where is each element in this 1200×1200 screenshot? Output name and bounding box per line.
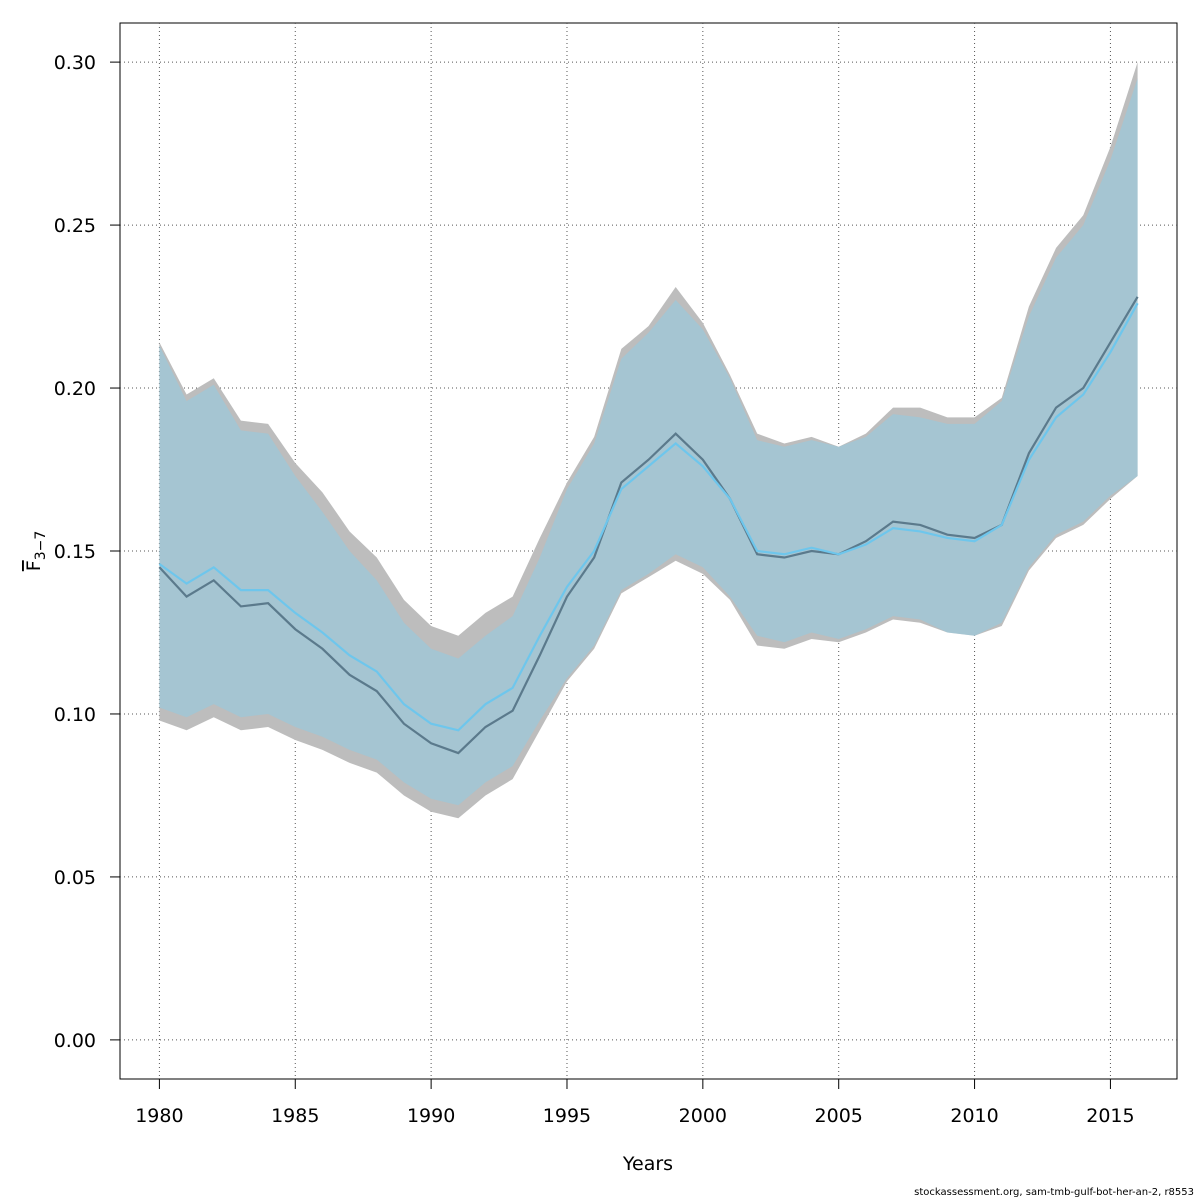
series-lines <box>158 296 1139 755</box>
y-tick-label: 0.20 <box>54 378 96 400</box>
y-axis: 0.00 0.05 0.10 0.15 0.20 0.25 0.30 <box>54 52 120 1052</box>
y-tick-label: 0.10 <box>54 704 96 726</box>
x-tick-label: 2000 <box>679 1105 727 1127</box>
confidence-band-1 <box>159 62 1138 819</box>
y-tick-label: 0.00 <box>54 1030 96 1052</box>
y-tick-label: 0.05 <box>54 867 96 889</box>
x-tick-label: 2005 <box>815 1105 863 1127</box>
y-axis-title: F3−7 <box>23 531 49 571</box>
confidence-bands <box>159 62 1138 819</box>
x-tick-label: 2010 <box>950 1105 998 1127</box>
series-line-1 <box>158 296 1139 755</box>
series-line-2 <box>158 302 1139 732</box>
confidence-band-2 <box>159 78 1138 806</box>
y-axis-title-sub: 3−7 <box>33 531 49 561</box>
x-axis: 1980 1985 1990 1995 2000 2005 2010 2015 <box>135 1079 1135 1127</box>
x-tick-label: 2015 <box>1086 1105 1134 1127</box>
x-tick-label: 1985 <box>271 1105 319 1127</box>
y-tick-label: 0.15 <box>54 541 96 563</box>
svg-text:F3−7: F3−7 <box>23 531 49 571</box>
x-tick-label: 1980 <box>135 1105 183 1127</box>
y-axis-title-main: F <box>23 560 45 571</box>
x-axis-title: Years <box>622 1153 673 1175</box>
y-tick-label: 0.30 <box>54 52 96 74</box>
x-tick-label: 1995 <box>543 1105 591 1127</box>
y-tick-label: 0.25 <box>54 215 96 237</box>
x-tick-label: 1990 <box>407 1105 455 1127</box>
footer-credit: stockassessment.org, sam-tmb-gulf-bot-he… <box>914 1187 1194 1198</box>
